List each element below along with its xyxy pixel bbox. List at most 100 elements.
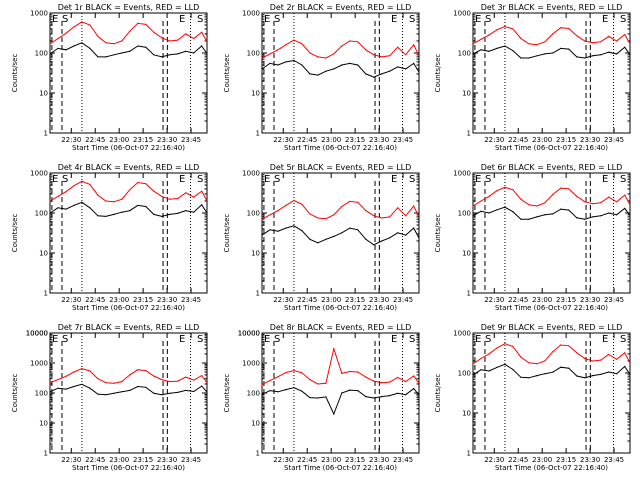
- data-point-lld: [73, 371, 75, 373]
- x-tick-label: 23:30: [580, 456, 600, 464]
- data-point-lld: [472, 205, 474, 207]
- data-point-lld: [544, 202, 546, 204]
- data-point-events: [193, 52, 195, 54]
- plot-frame: [261, 332, 420, 454]
- x-axis-label: Start Time (06-Oct-07 22:16:40): [495, 304, 608, 312]
- data-point-events: [592, 375, 594, 377]
- data-point-lld: [161, 195, 163, 197]
- chart-panel-8: Det 8r BLACK = Events, RED = LLD 1 10 100 10…: [223, 323, 420, 472]
- data-point-lld: [309, 379, 311, 381]
- data-point-events: [73, 204, 75, 206]
- data-point-events: [49, 212, 51, 214]
- data-point-lld: [341, 372, 343, 374]
- y-tick-label: 10: [251, 90, 260, 98]
- data-point-events: [129, 389, 131, 391]
- data-point-lld: [293, 370, 295, 372]
- data-point-events: [177, 53, 179, 55]
- data-point-lld: [496, 29, 498, 31]
- data-point-lld: [568, 188, 570, 190]
- y-axis-label: Counts/sec: [434, 54, 442, 93]
- data-point-events: [261, 234, 263, 236]
- plot-frame: [49, 172, 208, 294]
- data-point-lld: [365, 49, 367, 51]
- data-point-events: [121, 52, 123, 54]
- data-point-lld: [480, 200, 482, 202]
- data-point-lld: [121, 198, 123, 200]
- data-point-events: [405, 394, 407, 396]
- data-point-lld: [317, 56, 319, 58]
- data-point-events: [57, 207, 59, 209]
- data-point-lld: [185, 376, 187, 378]
- data-point-events: [616, 53, 618, 55]
- data-point-events: [544, 214, 546, 216]
- series-line-events: [261, 59, 419, 78]
- x-tick-label: 23:15: [133, 456, 153, 464]
- data-point-lld: [269, 380, 271, 382]
- data-point-events: [301, 390, 303, 392]
- data-point-events: [624, 207, 626, 209]
- data-point-lld: [145, 370, 147, 372]
- data-point-events: [405, 68, 407, 70]
- data-point-lld: [381, 56, 383, 58]
- data-point-events: [480, 369, 482, 371]
- y-tick-label: 1000: [453, 10, 471, 18]
- x-tick-label: 23:30: [157, 456, 177, 464]
- data-point-lld: [488, 353, 490, 355]
- marker-e-label: E: [264, 334, 270, 345]
- data-point-events: [153, 54, 155, 56]
- data-point-lld: [193, 196, 195, 198]
- data-point-lld: [285, 204, 287, 206]
- data-point-lld: [277, 49, 279, 51]
- data-point-events: [193, 390, 195, 393]
- data-point-events: [584, 377, 586, 379]
- data-point-events: [261, 68, 263, 70]
- y-tick-label: 10: [39, 420, 48, 428]
- data-point-events: [528, 57, 530, 59]
- data-point-events: [496, 366, 498, 368]
- data-point-events: [341, 392, 343, 394]
- marker-e-label: E: [391, 14, 397, 25]
- series-line-events: [49, 383, 207, 396]
- plot-frame: [261, 12, 420, 134]
- x-tick-label: 23:30: [369, 136, 389, 144]
- data-point-events: [333, 235, 335, 237]
- data-point-lld: [417, 382, 420, 384]
- data-point-lld: [536, 44, 538, 46]
- plot-frame: [472, 12, 631, 134]
- data-point-events: [49, 53, 51, 55]
- data-point-events: [552, 371, 554, 373]
- x-tick-label: 23:00: [109, 456, 129, 464]
- x-tick-label: 23:45: [604, 136, 624, 144]
- data-point-events: [153, 392, 155, 394]
- x-tick-label: 22:45: [297, 456, 317, 464]
- data-point-events: [413, 62, 415, 64]
- plot-frame: [49, 332, 208, 454]
- x-tick-label: 23:30: [580, 136, 600, 144]
- x-tick-label: 23:00: [109, 296, 129, 304]
- data-point-lld: [600, 202, 602, 204]
- data-point-lld: [129, 189, 131, 191]
- data-point-lld: [512, 28, 514, 30]
- data-point-lld: [528, 43, 530, 45]
- data-point-events: [333, 68, 335, 70]
- x-tick-label: 23:15: [556, 296, 576, 304]
- data-point-events: [277, 230, 279, 232]
- marker-e-label: E: [391, 174, 397, 185]
- data-point-lld: [293, 39, 295, 41]
- x-tick-label: 23:30: [369, 456, 389, 464]
- data-point-events: [628, 373, 631, 375]
- data-point-lld: [137, 22, 139, 24]
- data-point-events: [480, 49, 482, 51]
- x-tick-label: 23:45: [393, 296, 413, 304]
- data-point-events: [413, 388, 415, 390]
- data-point-events: [480, 210, 482, 212]
- data-point-events: [624, 46, 626, 48]
- data-point-lld: [137, 181, 139, 184]
- data-point-lld: [405, 381, 407, 383]
- data-point-lld: [472, 43, 474, 45]
- series-line-lld: [472, 343, 630, 365]
- data-point-lld: [349, 40, 351, 42]
- x-tick-label: 22:30: [61, 296, 81, 304]
- data-point-events: [205, 390, 208, 393]
